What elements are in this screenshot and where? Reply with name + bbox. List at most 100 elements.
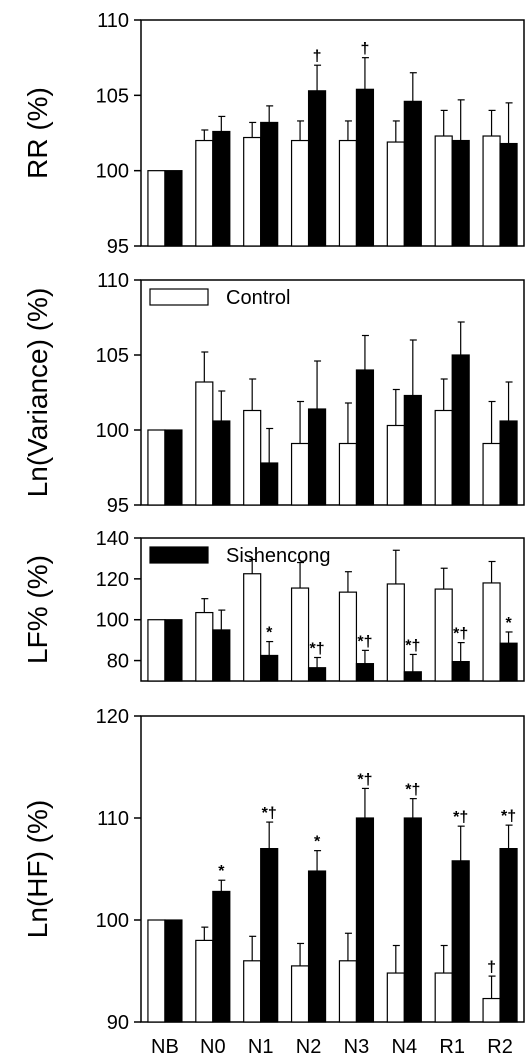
significance-marker: * bbox=[505, 615, 512, 632]
bar-control-n2 bbox=[290, 139, 310, 247]
significance-marker: † bbox=[313, 48, 322, 65]
bar-sishencong-n2 bbox=[307, 667, 327, 682]
x-tick-label: R1 bbox=[439, 1036, 465, 1058]
bar-sishencong-r1 bbox=[451, 660, 470, 682]
x-tick-label: N4 bbox=[392, 1036, 418, 1058]
y-tick-label: 140 bbox=[96, 528, 129, 550]
significance-marker: *† bbox=[357, 771, 372, 788]
y-tick-label: 95 bbox=[107, 236, 129, 258]
bar-sishencong-n4 bbox=[403, 817, 422, 1023]
bar-sishencong-nb bbox=[164, 919, 183, 1023]
bar-control-r1 bbox=[434, 588, 453, 682]
bar-sishencong-n1 bbox=[260, 847, 279, 1023]
bar-control-r2 bbox=[482, 582, 501, 682]
significance-marker: *† bbox=[357, 633, 372, 650]
y-tick-label: 100 bbox=[96, 420, 129, 442]
bar-sishencong-n2 bbox=[307, 408, 327, 506]
significance-marker: *† bbox=[453, 809, 468, 826]
y-tick-label: 90 bbox=[107, 1012, 129, 1034]
bar-sishencong-nb bbox=[164, 619, 183, 682]
significance-marker: † bbox=[360, 41, 369, 58]
chart-panel-1: 95 100 105 110 RR (%) † † bbox=[22, 10, 525, 258]
bar-control-n4 bbox=[386, 424, 405, 506]
bar-sishencong-r1 bbox=[451, 860, 470, 1023]
legend-label: Sishencong bbox=[226, 545, 331, 567]
bar-sishencong-n2 bbox=[307, 870, 327, 1023]
bar-control-nb bbox=[147, 429, 166, 506]
bar-control-n1 bbox=[243, 136, 262, 247]
bar-control-n0 bbox=[195, 381, 214, 506]
bar-control-nb bbox=[147, 170, 166, 247]
bar-sishencong-r1 bbox=[451, 354, 470, 506]
y-tick-label: 110 bbox=[97, 808, 129, 830]
bar-control-r2 bbox=[482, 135, 501, 247]
bar-control-n0 bbox=[195, 611, 214, 682]
x-tick-label: R2 bbox=[487, 1036, 513, 1058]
bar-control-nb bbox=[147, 619, 166, 682]
plot-frame bbox=[140, 279, 525, 506]
bar-sishencong-n1 bbox=[260, 121, 279, 247]
bar-control-n1 bbox=[243, 960, 262, 1023]
significance-marker: * bbox=[218, 863, 225, 880]
y-tick-label: 110 bbox=[97, 10, 129, 32]
legend-label: Control bbox=[226, 287, 290, 309]
significance-marker: * bbox=[266, 625, 273, 642]
legend-swatch bbox=[149, 288, 209, 306]
bar-sishencong-r1 bbox=[451, 139, 470, 247]
y-tick-label: 120 bbox=[96, 569, 129, 591]
bar-sishencong-r2 bbox=[499, 847, 518, 1023]
significance-marker: *† bbox=[262, 805, 277, 822]
bar-sishencong-n3 bbox=[355, 88, 375, 247]
bar-sishencong-n0 bbox=[212, 130, 231, 247]
bar-control-n4 bbox=[386, 972, 405, 1023]
bar-sishencong-n1 bbox=[260, 462, 279, 506]
y-axis-label: Ln(Variance) (%) bbox=[22, 288, 53, 498]
bar-control-r1 bbox=[434, 972, 453, 1023]
bar-sishencong-nb bbox=[164, 170, 183, 247]
y-tick-label: 110 bbox=[97, 270, 129, 292]
x-tick-label: N2 bbox=[296, 1036, 322, 1058]
significance-marker: *† bbox=[405, 782, 420, 799]
plot-frame bbox=[140, 715, 525, 1023]
bar-sishencong-n3 bbox=[355, 663, 375, 682]
bar-sishencong-n0 bbox=[212, 420, 231, 506]
bar-sishencong-n0 bbox=[212, 890, 231, 1023]
y-tick-label: 120 bbox=[96, 706, 129, 728]
bar-control-n1 bbox=[243, 573, 262, 682]
bar-control-n0 bbox=[195, 139, 214, 247]
significance-marker: * bbox=[314, 834, 321, 851]
y-tick-label: 105 bbox=[96, 85, 129, 107]
bar-sishencong-n1 bbox=[260, 654, 279, 682]
bar-control-r1 bbox=[434, 135, 453, 247]
y-axis-label: Ln(HF) (%) bbox=[22, 800, 53, 938]
x-tick-label: N3 bbox=[344, 1036, 370, 1058]
bar-sishencong-n4 bbox=[403, 100, 422, 247]
significance-marker: *† bbox=[453, 626, 468, 643]
plot-frame bbox=[140, 19, 525, 247]
bar-control-n3 bbox=[338, 591, 358, 682]
bar-control-n4 bbox=[386, 141, 405, 247]
bar-control-r2 bbox=[482, 997, 501, 1023]
significance-marker: *† bbox=[310, 641, 325, 658]
bar-sishencong-n0 bbox=[212, 629, 231, 682]
significance-marker: *† bbox=[405, 637, 420, 654]
y-tick-label: 105 bbox=[96, 345, 129, 367]
bar-sishencong-r2 bbox=[499, 142, 518, 247]
y-tick-label: 80 bbox=[107, 651, 129, 673]
bar-sishencong-r2 bbox=[499, 642, 518, 682]
x-tick-label: NB bbox=[151, 1036, 179, 1058]
y-tick-label: 100 bbox=[96, 910, 129, 932]
bar-control-n4 bbox=[386, 583, 405, 682]
plot-frame bbox=[140, 537, 525, 682]
legend-swatch bbox=[149, 546, 209, 564]
bar-control-n3 bbox=[338, 442, 358, 506]
y-tick-label: 100 bbox=[96, 161, 129, 183]
chart-panel-4: 90 100 110 120 Ln(HF) (%) † * *† * *† *† *† *† NB N0 N1… bbox=[22, 706, 525, 1058]
bar-control-n2 bbox=[290, 965, 310, 1023]
bar-control-n2 bbox=[290, 442, 310, 506]
bar-sishencong-n2 bbox=[307, 90, 327, 247]
y-axis-label: RR (%) bbox=[22, 87, 53, 179]
bar-control-r2 bbox=[482, 442, 501, 506]
significance-marker: *† bbox=[501, 808, 516, 825]
